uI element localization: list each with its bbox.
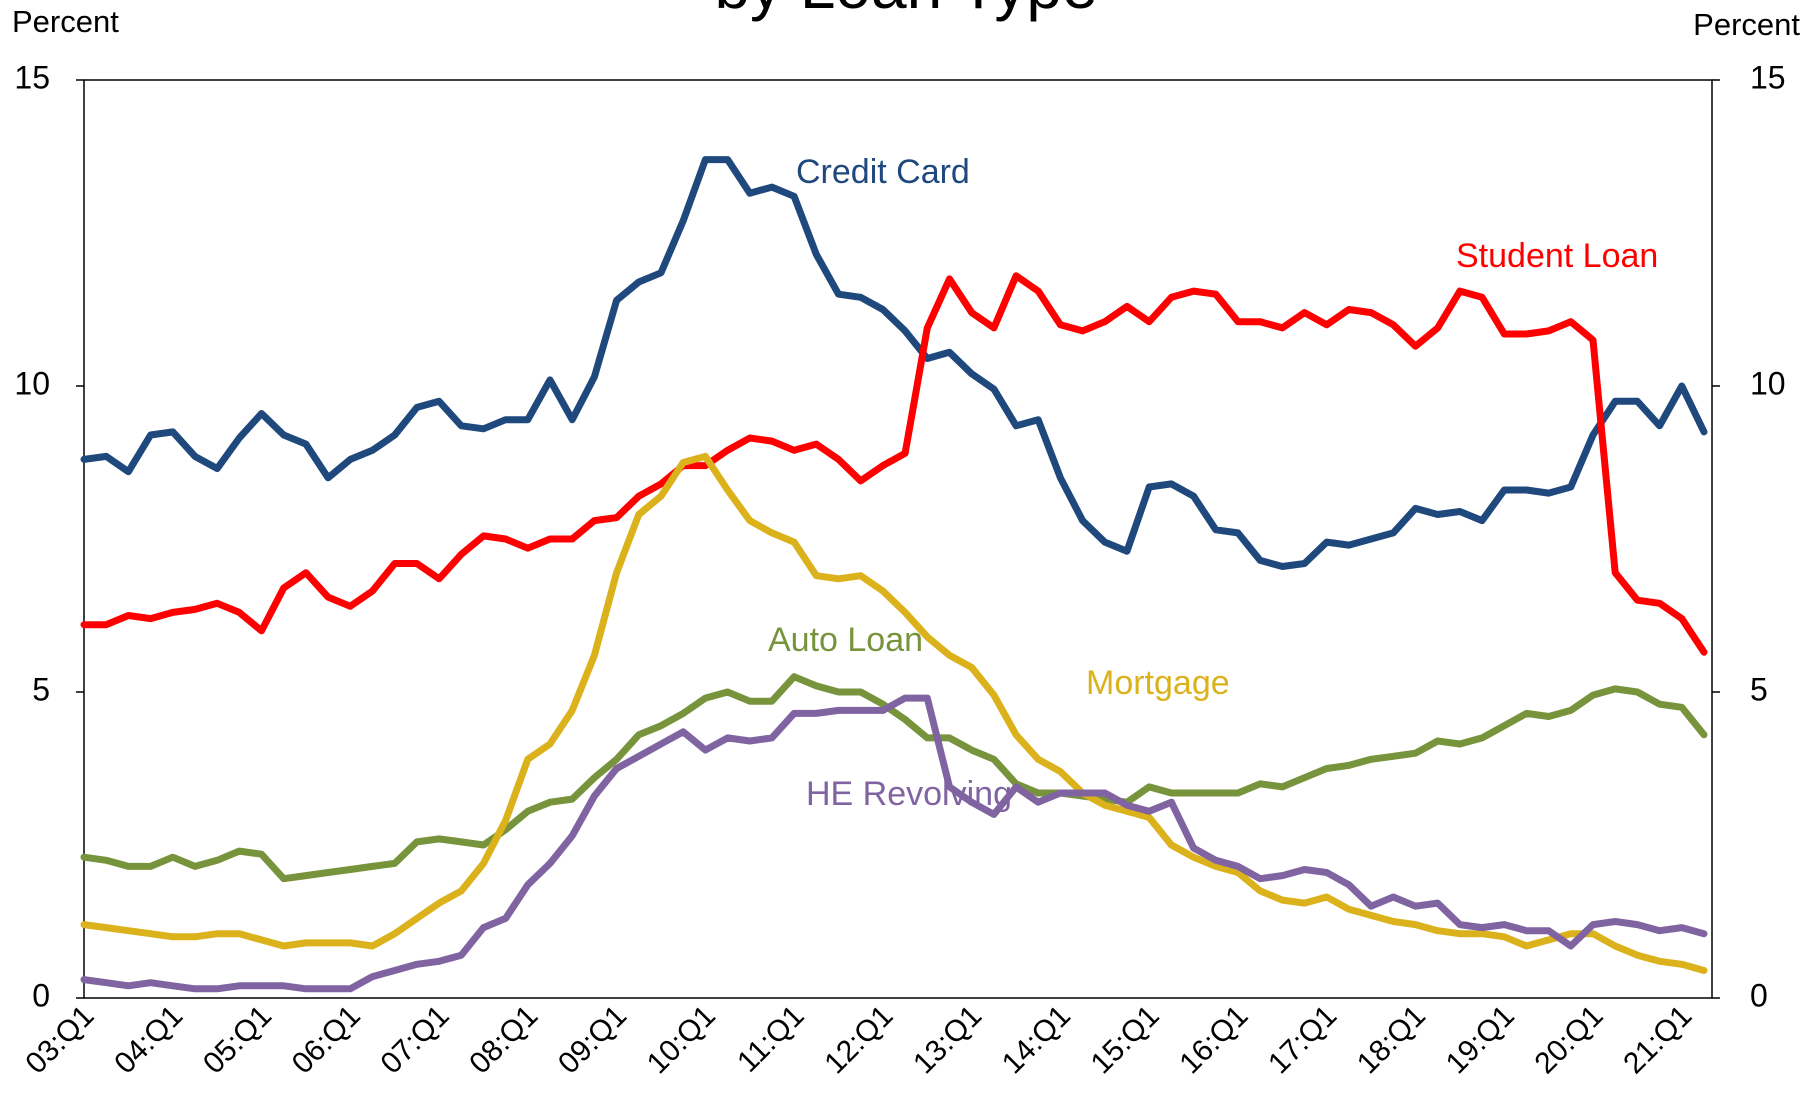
y2-tick-label: 10 (1750, 365, 1786, 401)
x-tick-label: 10:Q1 (641, 999, 722, 1080)
y2-tick-label: 15 (1750, 59, 1786, 95)
series-label: Auto Loan (768, 621, 923, 659)
y-tick-label: 15 (14, 59, 50, 95)
x-tick-label: 14:Q1 (996, 999, 1077, 1080)
y2-axis-label: Percent (1693, 7, 1800, 42)
x-tick-label: 08:Q1 (463, 999, 544, 1080)
x-tick-label: 18:Q1 (1351, 999, 1432, 1080)
x-tick-label: 06:Q1 (286, 999, 367, 1080)
series-label: Mortgage (1086, 664, 1230, 702)
x-tick-label: 13:Q1 (907, 999, 988, 1080)
x-tick-label: 21:Q1 (1617, 999, 1698, 1080)
x-tick-label: 09:Q1 (552, 999, 633, 1080)
series-label: Student Loan (1456, 237, 1658, 275)
series-line (80, 673, 1708, 883)
x-tick-label: 19:Q1 (1440, 999, 1521, 1080)
x-tick-label: 11:Q1 (731, 999, 811, 1079)
y-tick-label: 0 (32, 977, 50, 1013)
x-tick-label: 12:Q1 (818, 999, 899, 1080)
x-tick-label: 16:Q1 (1173, 999, 1254, 1080)
x-tick-label: 15:Q1 (1085, 999, 1166, 1080)
y-tick-label: 5 (32, 671, 50, 707)
series-line (80, 452, 1708, 974)
plot-frame (83, 79, 1713, 999)
y2-tick-label: 5 (1750, 671, 1768, 707)
series-label: HE Revolving (806, 775, 1012, 813)
x-tick-label: 20:Q1 (1528, 999, 1609, 1080)
x-tick-label: 07:Q1 (374, 999, 455, 1080)
y2-tick-label: 0 (1750, 977, 1768, 1013)
x-tick-label: 17:Q1 (1262, 999, 1343, 1080)
series-line (80, 156, 1708, 570)
chart-title: by Loan Type (714, 0, 1097, 22)
series-line (80, 694, 1708, 993)
x-tick-label: 04:Q1 (108, 999, 189, 1080)
series-label: Credit Card (796, 153, 970, 191)
series-line (80, 272, 1708, 656)
y-axis-label: Percent (12, 4, 119, 39)
x-tick-label: 05:Q1 (197, 999, 278, 1080)
y-tick-label: 10 (14, 365, 50, 401)
